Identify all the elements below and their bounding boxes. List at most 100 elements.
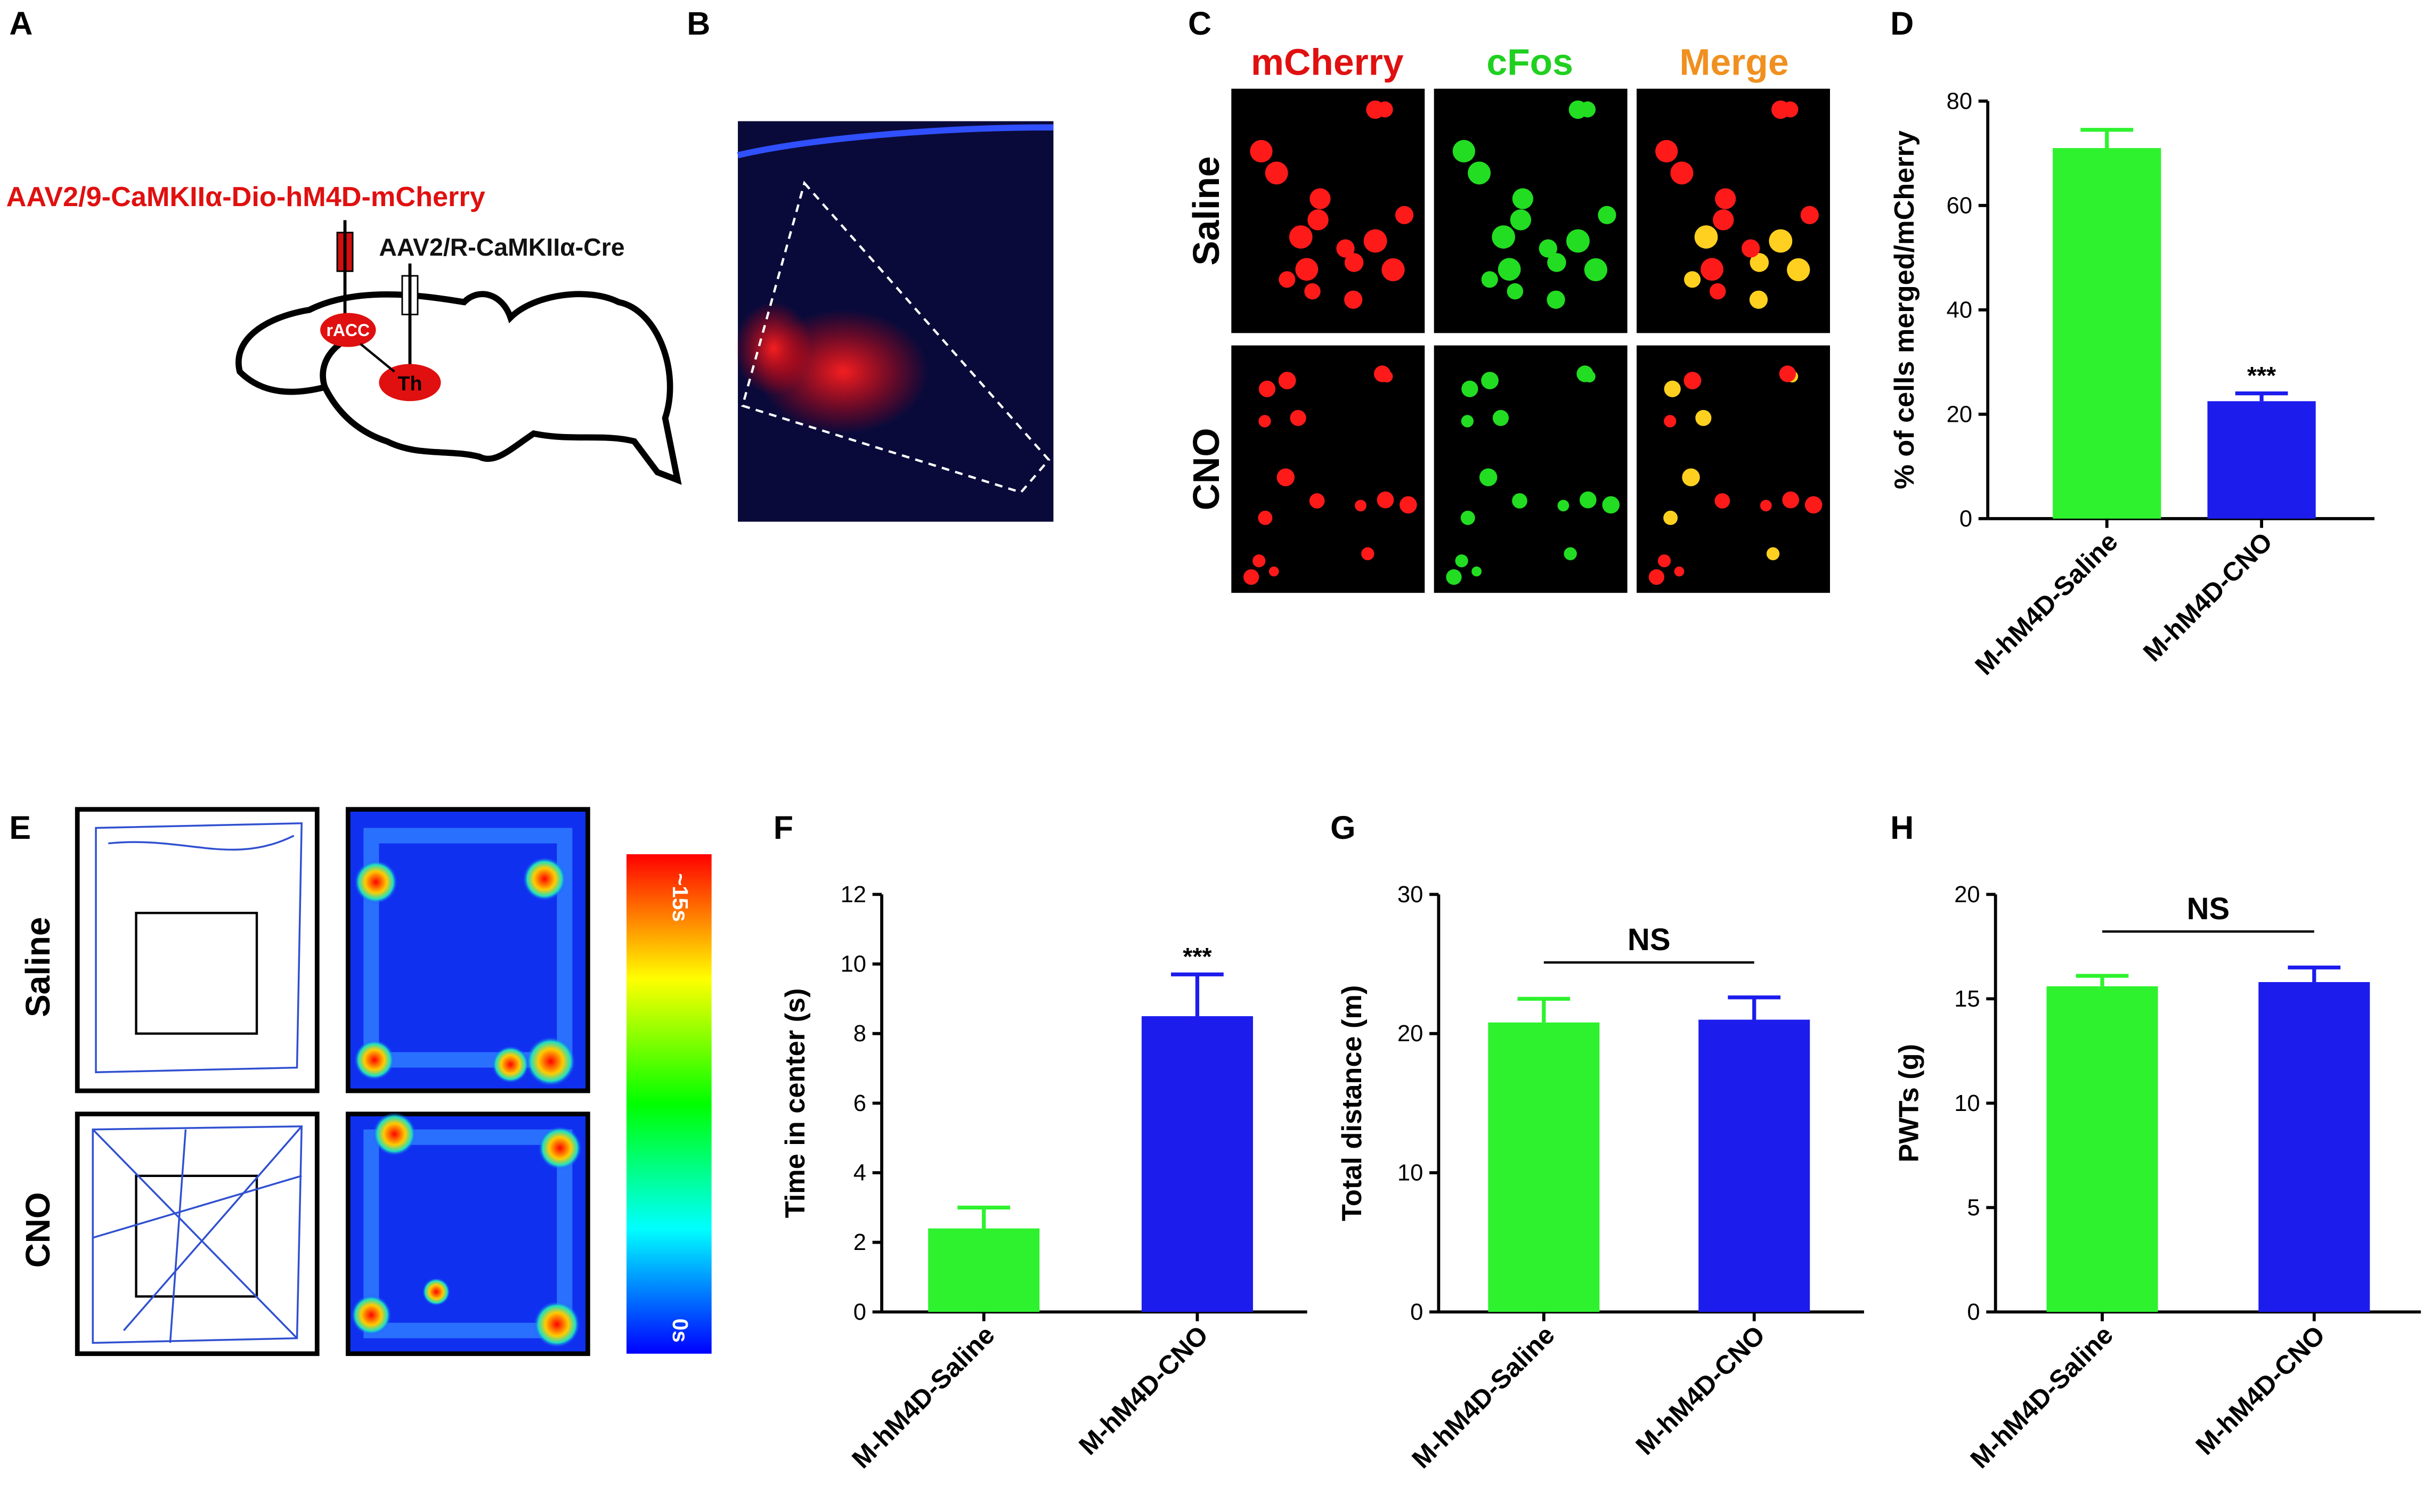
cell bbox=[1276, 468, 1295, 486]
cell bbox=[1779, 365, 1796, 382]
x-tick-label: M-hM4D-Saline bbox=[1965, 1320, 2119, 1474]
cell bbox=[1268, 566, 1279, 577]
cell bbox=[1547, 290, 1565, 309]
cell bbox=[1295, 258, 1319, 281]
annotation: NS bbox=[2187, 892, 2230, 926]
cell bbox=[1492, 225, 1515, 249]
cell bbox=[1682, 468, 1700, 486]
cell bbox=[1395, 206, 1414, 224]
bar bbox=[2207, 401, 2316, 519]
cell bbox=[1460, 510, 1475, 525]
colorbar-label: ~15s bbox=[668, 873, 693, 922]
region-label: Th bbox=[397, 372, 422, 395]
micrograph-grid: mCherry cFos Merge Saline CNO bbox=[1185, 41, 1831, 593]
cell bbox=[1377, 101, 1393, 118]
y-tick-label: 30 bbox=[1397, 882, 1423, 908]
column-label: Merge bbox=[1679, 41, 1788, 83]
cell bbox=[1664, 380, 1681, 397]
cell bbox=[1804, 496, 1823, 514]
cell bbox=[1507, 283, 1524, 300]
panel-label: G bbox=[1330, 810, 1355, 846]
cell bbox=[1243, 569, 1259, 585]
cell bbox=[1742, 239, 1760, 258]
cell bbox=[1373, 365, 1391, 382]
y-tick-label: 0 bbox=[853, 1299, 866, 1325]
cell bbox=[1663, 510, 1678, 525]
panel-label: C bbox=[1188, 5, 1211, 42]
cell bbox=[1557, 500, 1569, 512]
x-tick-label: M-hM4D-Saline bbox=[1970, 527, 2124, 681]
cell bbox=[1258, 510, 1273, 525]
y-tick-label: 0 bbox=[1959, 506, 1972, 532]
brain-section-image bbox=[735, 121, 1054, 522]
cell bbox=[1468, 161, 1491, 185]
bar bbox=[928, 1228, 1040, 1312]
annotation: NS bbox=[1628, 922, 1671, 957]
cell bbox=[1695, 410, 1712, 426]
y-tick-label: 80 bbox=[1947, 88, 1972, 114]
y-tick-label: 10 bbox=[1954, 1091, 1980, 1116]
y-tick-label: 60 bbox=[1947, 193, 1972, 218]
cell bbox=[1307, 209, 1329, 231]
y-tick-label: 20 bbox=[1397, 1021, 1423, 1047]
cell bbox=[1655, 140, 1678, 163]
cell bbox=[1579, 101, 1596, 118]
x-tick-label: M-hM4D-CNO bbox=[2137, 527, 2278, 667]
cell bbox=[1713, 209, 1734, 231]
column-label: cFos bbox=[1486, 41, 1573, 83]
panel-label: D bbox=[1890, 5, 1914, 42]
y-tick-label: 20 bbox=[1954, 882, 1980, 908]
cell bbox=[1309, 493, 1325, 509]
y-axis-label: Time in center (s) bbox=[780, 988, 811, 1219]
y-tick-label: 12 bbox=[841, 882, 866, 908]
row-label: CNO bbox=[1185, 428, 1227, 510]
cell bbox=[1787, 258, 1810, 282]
cell bbox=[1381, 258, 1405, 282]
cell bbox=[1566, 229, 1590, 253]
y-tick-label: 2 bbox=[853, 1230, 866, 1255]
cell bbox=[1258, 380, 1276, 397]
cell bbox=[1355, 500, 1366, 512]
cell bbox=[1377, 491, 1394, 509]
cell bbox=[1760, 500, 1772, 512]
cell bbox=[1714, 493, 1730, 509]
y-tick-label: 4 bbox=[853, 1160, 866, 1186]
cell bbox=[1547, 253, 1566, 272]
cell bbox=[1602, 496, 1620, 514]
bar bbox=[2046, 986, 2158, 1312]
panel-label: E bbox=[9, 810, 31, 846]
virus-label: AAV2/9-CaMKIIα-Dio-hM4D-mCherry bbox=[6, 182, 485, 213]
cell bbox=[1289, 225, 1313, 249]
cell bbox=[1471, 566, 1482, 577]
cell bbox=[1455, 554, 1468, 568]
cell bbox=[1309, 188, 1331, 209]
y-tick-label: 5 bbox=[1967, 1195, 1980, 1221]
colorbar bbox=[626, 854, 712, 1354]
cell bbox=[1674, 566, 1685, 577]
y-axis-label: PWTs (g) bbox=[1894, 1044, 1925, 1163]
cell bbox=[1250, 140, 1273, 163]
row-label: Saline bbox=[19, 917, 57, 1017]
y-axis-label: Total distance (m) bbox=[1337, 985, 1368, 1221]
cell bbox=[1564, 547, 1577, 560]
cell bbox=[1782, 491, 1800, 509]
cell bbox=[1279, 271, 1296, 288]
cell bbox=[1252, 554, 1266, 568]
cell bbox=[1361, 547, 1374, 560]
cell bbox=[1648, 569, 1665, 585]
cell bbox=[1766, 547, 1780, 560]
cell bbox=[1492, 410, 1509, 426]
cell bbox=[1750, 253, 1769, 272]
annotation: *** bbox=[2247, 362, 2276, 389]
x-tick-label: M-hM4D-Saline bbox=[1406, 1320, 1560, 1474]
virus-label: AAV2/R-CaMKIIα-Cre bbox=[379, 233, 624, 261]
micrograph bbox=[1434, 88, 1628, 333]
cell bbox=[1336, 239, 1355, 258]
cell bbox=[1400, 496, 1417, 514]
cell bbox=[1769, 229, 1793, 253]
x-tick-label: M-hM4D-CNO bbox=[2190, 1320, 2331, 1461]
cell bbox=[1304, 283, 1321, 300]
cell bbox=[1481, 372, 1499, 389]
panel-label: A bbox=[9, 5, 32, 42]
y-tick-label: 8 bbox=[853, 1021, 866, 1047]
